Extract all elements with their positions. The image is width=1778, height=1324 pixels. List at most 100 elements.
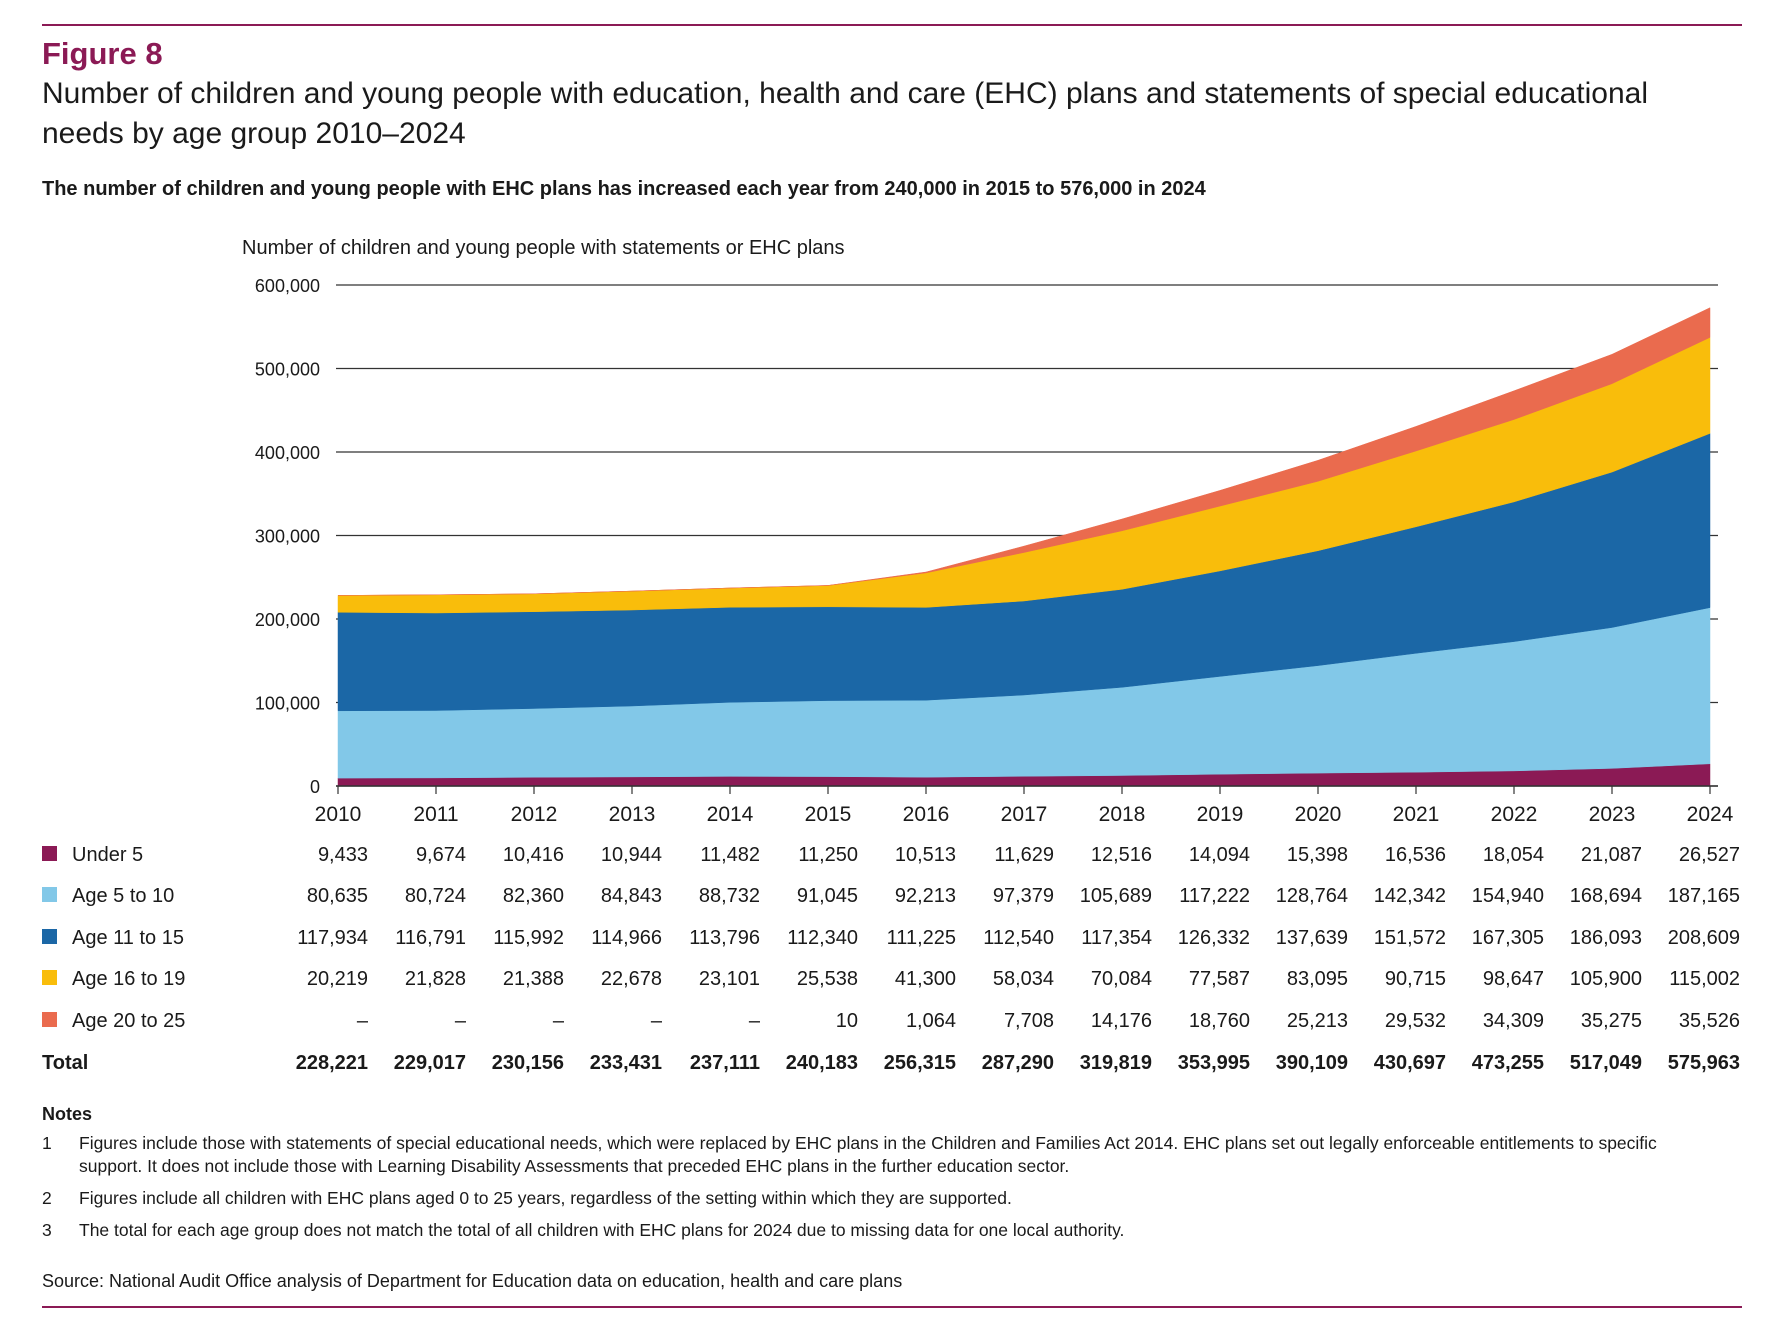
y-tick-label: 100,000 xyxy=(255,694,320,714)
y-axis-title: Number of children and young people with… xyxy=(242,237,845,259)
table-cell: 92,213 xyxy=(894,885,956,908)
table-cell: 187,165 xyxy=(1667,885,1740,908)
stacked-area-chart: Number of children and young people with… xyxy=(242,237,1734,826)
table-cell: 12,516 xyxy=(1090,844,1152,866)
x-tick-label: 2020 xyxy=(1295,803,1342,826)
table-cell: 126,332 xyxy=(1177,926,1250,949)
x-tick-label: 2018 xyxy=(1099,803,1146,826)
table-cell: 9,674 xyxy=(415,844,466,866)
table-cell: 430,697 xyxy=(1373,1052,1446,1074)
table-cell: 34,309 xyxy=(1482,1009,1544,1032)
table-row-age-11-to-15: Age 11 to 15 117,934 116,791 115,992 114,966… xyxy=(42,923,1762,953)
table-cell: 228,221 xyxy=(295,1052,368,1074)
table-cell: 9,433 xyxy=(317,844,368,866)
top-rule xyxy=(42,24,1742,26)
x-tick-label: 2011 xyxy=(413,803,458,826)
axes: 0 100,000 200,000 300,000 400,000 500,000 600,… xyxy=(255,276,1734,826)
table-cell: 97,379 xyxy=(992,885,1054,908)
table-cell: 21,087 xyxy=(1580,844,1642,866)
y-tick-label: 0 xyxy=(310,777,320,797)
y-tick-label: 500,000 xyxy=(255,360,320,380)
table-cell: 112,340 xyxy=(787,926,858,949)
table-cell: 88,732 xyxy=(698,885,760,908)
x-tick-label: 2015 xyxy=(805,803,852,826)
table-cell: 35,526 xyxy=(1678,1009,1740,1032)
legend-label: Age 20 to 25 xyxy=(72,1009,186,1032)
table-cell: 390,109 xyxy=(1275,1052,1348,1074)
table-cell: 11,629 xyxy=(994,844,1054,866)
note-text: Figures include those with statements of… xyxy=(79,1133,1657,1176)
table-cell: 91,045 xyxy=(796,885,858,908)
table-cell: 10,416 xyxy=(502,844,564,866)
table-cell: 25,538 xyxy=(796,968,858,991)
table-cell: 22,678 xyxy=(600,968,662,991)
note-text: Figures include all children with EHC pl… xyxy=(79,1188,1012,1208)
table-cell: 116,791 xyxy=(395,926,466,949)
table-cell: 80,635 xyxy=(306,885,368,908)
table-cell: 70,084 xyxy=(1090,968,1152,991)
table-cell: 229,017 xyxy=(393,1052,466,1074)
table-cell: 117,222 xyxy=(1179,885,1250,908)
table-cell: 7,708 xyxy=(1003,1009,1054,1032)
table-cell: 575,963 xyxy=(1667,1052,1740,1074)
table-row-under-5: Under 5 9,433 9,674 10,416 10,944 11,482 11,25… xyxy=(42,840,1762,870)
table-cell: 58,034 xyxy=(992,968,1054,991)
table-cell: 111,225 xyxy=(886,926,956,949)
x-tick-label: 2017 xyxy=(1001,803,1048,826)
table-cell: 98,647 xyxy=(1482,968,1544,991)
table-cell: 208,609 xyxy=(1667,926,1740,949)
table-cell: 473,255 xyxy=(1471,1052,1544,1074)
legend-label: Age 11 to 15 xyxy=(72,926,184,949)
table-cell: 154,940 xyxy=(1471,885,1544,908)
table-cell: 10,944 xyxy=(600,844,662,866)
table-cell: – xyxy=(454,1009,466,1032)
bottom-rule xyxy=(42,1306,1742,1308)
table-cell: – xyxy=(748,1009,760,1032)
figure-label: Figure 8 xyxy=(42,36,163,71)
table-cell: 11,250 xyxy=(798,844,858,866)
x-tick-label: 2013 xyxy=(609,803,656,826)
table-cell: 21,828 xyxy=(404,968,466,991)
table-cell: 82,360 xyxy=(502,885,564,908)
table-cell: 23,101 xyxy=(698,968,760,991)
y-tick-label: 400,000 xyxy=(255,443,320,463)
x-tick-label: 2016 xyxy=(903,803,950,826)
figure-title: Number of children and young people with… xyxy=(42,77,1648,150)
table-cell: 230,156 xyxy=(491,1052,564,1074)
figure-subtitle: The number of children and young people … xyxy=(42,178,1206,200)
table-cell: 11,482 xyxy=(700,844,760,866)
x-tick-label: 2023 xyxy=(1589,803,1636,826)
table-cell: 15,398 xyxy=(1286,844,1348,866)
table-cell: 14,176 xyxy=(1090,1009,1152,1032)
table-cell: 113,796 xyxy=(689,926,760,949)
table-cell: 21,388 xyxy=(502,968,564,991)
legend-swatch xyxy=(42,887,57,903)
y-tick-label: 300,000 xyxy=(255,527,320,547)
x-tick-label: 2022 xyxy=(1491,803,1538,826)
table-cell: 115,002 xyxy=(1669,968,1740,991)
table-row-total: Total 228,221 229,017 230,156 233,431 237,111… xyxy=(42,1048,1762,1078)
table-cell: 14,094 xyxy=(1188,844,1250,866)
table-cell: 77,587 xyxy=(1188,968,1250,991)
table-cell: 18,054 xyxy=(1482,844,1544,866)
area-series xyxy=(337,307,1711,787)
table-cell: 319,819 xyxy=(1079,1052,1152,1074)
table-cell: 353,995 xyxy=(1177,1052,1250,1074)
table-cell: 25,213 xyxy=(1286,1009,1348,1032)
source-note: Source: National Audit Office analysis o… xyxy=(42,1271,903,1291)
table-cell: 90,715 xyxy=(1384,968,1446,991)
table-cell: 29,532 xyxy=(1384,1009,1446,1032)
legend-swatch xyxy=(42,970,57,986)
table-cell: 112,540 xyxy=(983,926,1054,949)
note-number: 1 xyxy=(42,1133,52,1153)
legend-label: Under 5 xyxy=(72,844,144,866)
table-cell: 84,843 xyxy=(600,885,662,908)
table-cell: 83,095 xyxy=(1286,968,1348,991)
table-cell: 10,513 xyxy=(894,844,956,866)
table-row-age-16-to-19: Age 16 to 19 20,219 21,828 21,388 22,678 23,1… xyxy=(42,964,1762,994)
legend-label: Total xyxy=(42,1052,89,1074)
table-cell: 186,093 xyxy=(1569,926,1642,949)
legend-label: Age 5 to 10 xyxy=(72,885,175,908)
table-cell: 114,966 xyxy=(591,926,662,949)
note-number: 3 xyxy=(42,1220,52,1240)
